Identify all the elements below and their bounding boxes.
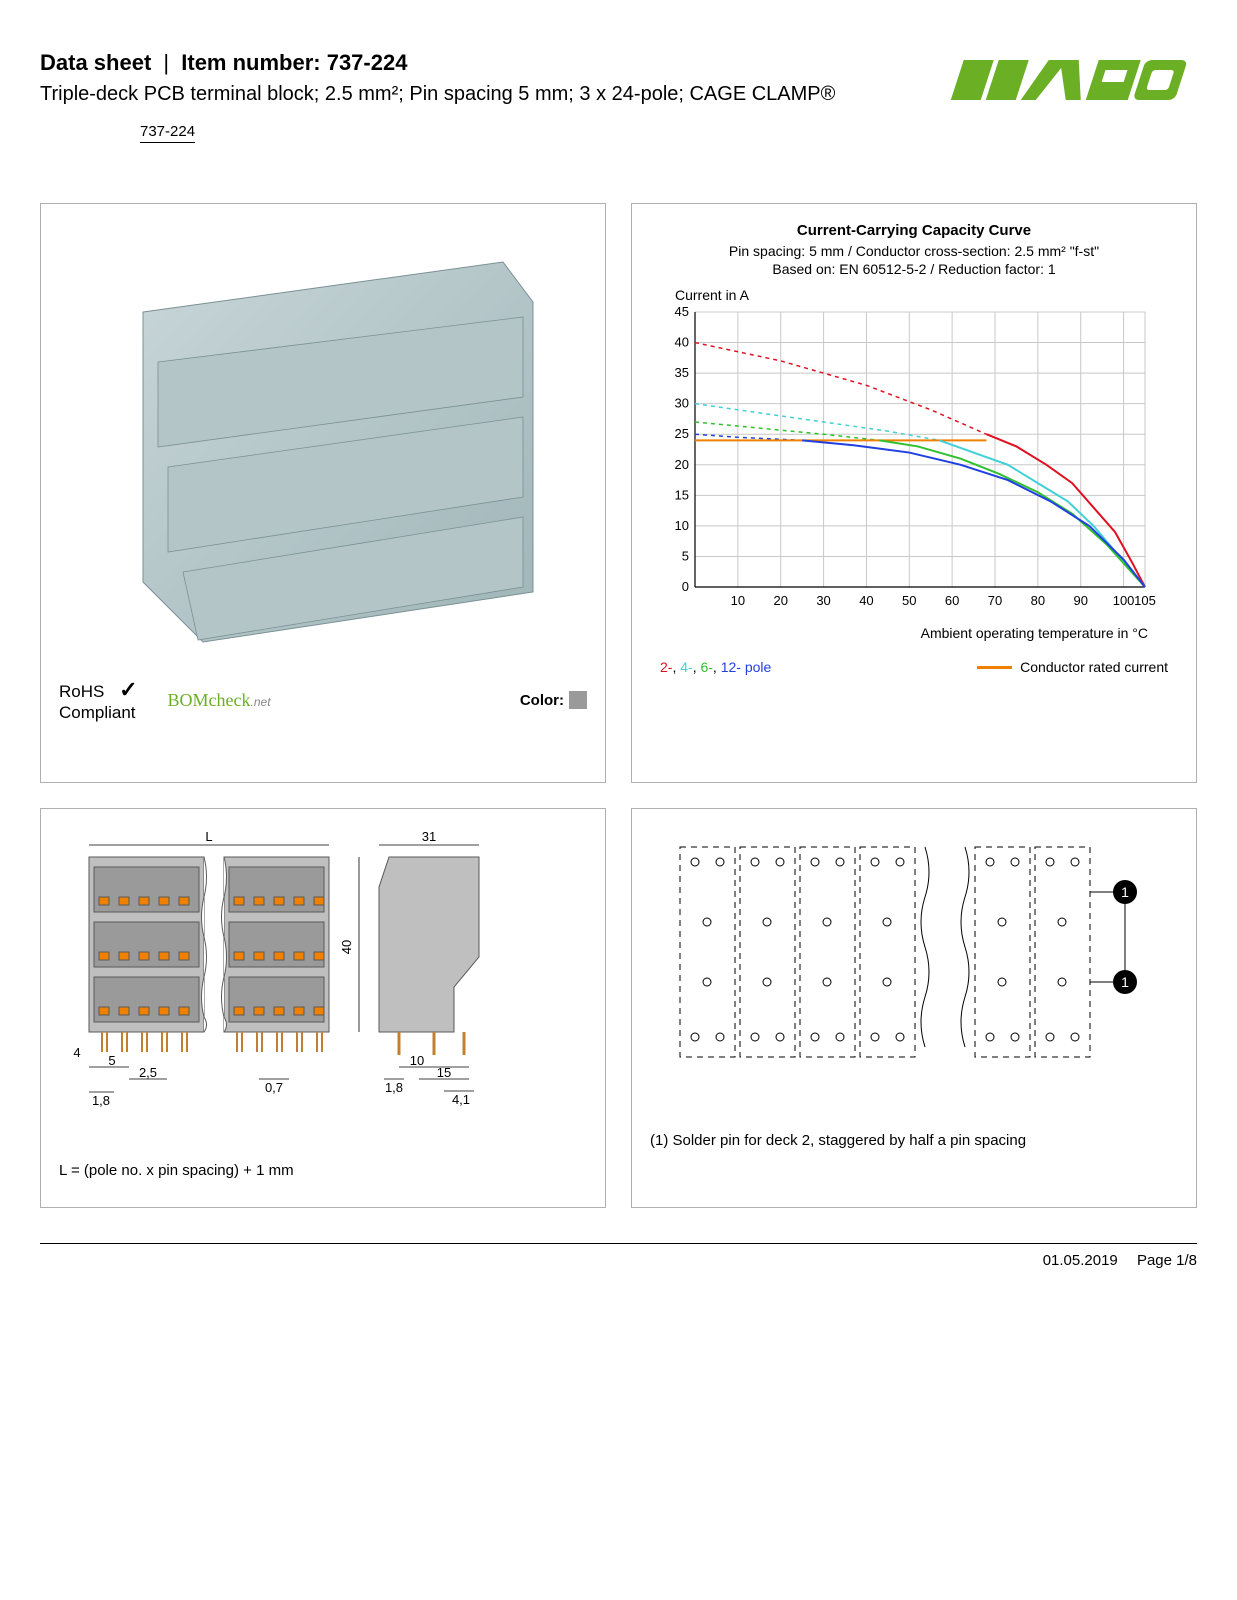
color-swatch xyxy=(569,691,587,709)
svg-text:0: 0 xyxy=(682,579,689,594)
check-icon: ✓ xyxy=(119,677,137,702)
chart-sub1: Pin spacing: 5 mm / Conductor cross-sect… xyxy=(650,243,1178,259)
page-footer: 01.05.2019 Page 1/8 xyxy=(40,1243,1197,1269)
svg-text:25: 25 xyxy=(675,426,689,441)
svg-text:100: 100 xyxy=(1113,593,1135,608)
svg-text:80: 80 xyxy=(1031,593,1045,608)
wago-logo xyxy=(917,50,1197,110)
bomcheck-text: BOMcheck xyxy=(168,690,251,710)
legend-poles: 2-, 4-, 6-, 12- pole xyxy=(660,659,771,675)
bomcheck-label: BOMcheck.net xyxy=(168,690,271,711)
svg-text:5: 5 xyxy=(682,548,689,563)
title-line: Data sheet | Item number: 737-224 xyxy=(40,50,917,76)
chart-legend: 2-, 4-, 6-, 12- pole Conductor rated cur… xyxy=(650,659,1178,675)
marker-1b: 1 xyxy=(1121,974,1129,990)
legend-conductor-rated: Conductor rated current xyxy=(977,659,1168,675)
panels-grid: RoHS ✓ Compliant BOMcheck.net Color: Cur… xyxy=(40,203,1197,1208)
product-image xyxy=(59,222,587,662)
svg-text:105: 105 xyxy=(1134,593,1156,608)
chart-sub2: Based on: EN 60512-5-2 / Reduction facto… xyxy=(650,261,1178,277)
dim-W: 31 xyxy=(422,829,436,844)
dim-H: 40 xyxy=(339,940,354,954)
dimensions-panel: L 31 40 4 5 2,5 1,8 0,7 1,8 10 15 4,1 L … xyxy=(40,808,606,1208)
chart-panel: Current-Carrying Capacity Curve Pin spac… xyxy=(631,203,1197,783)
crc-label: Conductor rated current xyxy=(1020,659,1168,675)
svg-text:20: 20 xyxy=(675,457,689,472)
color-text: Color: xyxy=(520,692,564,709)
footer-date: 01.05.2019 xyxy=(1043,1252,1118,1269)
dim-b: 5 xyxy=(108,1053,115,1068)
color-label: Color: xyxy=(520,691,587,709)
dim-a: 4 xyxy=(73,1045,80,1060)
compliance-row: RoHS ✓ Compliant BOMcheck.net Color: xyxy=(59,677,587,724)
svg-text:30: 30 xyxy=(816,593,830,608)
chart-title: Current-Carrying Capacity Curve xyxy=(650,222,1178,239)
rohs-line1: RoHS xyxy=(59,682,104,701)
solder-note: (1) Solder pin for deck 2, staggered by … xyxy=(650,1132,1178,1149)
item-link[interactable]: 737-224 xyxy=(140,123,195,143)
svg-text:40: 40 xyxy=(859,593,873,608)
crc-line-icon xyxy=(977,666,1012,669)
pin-layout-panel: 1 1 (1) Solder pin for deck 2, staggered… xyxy=(631,808,1197,1208)
dim-h: 15 xyxy=(437,1065,451,1080)
product-panel: RoHS ✓ Compliant BOMcheck.net Color: xyxy=(40,203,606,783)
svg-text:40: 40 xyxy=(675,335,689,350)
header-left: Data sheet | Item number: 737-224 Triple… xyxy=(40,50,917,143)
dim-d: 1,8 xyxy=(92,1093,110,1108)
svg-text:60: 60 xyxy=(945,593,959,608)
dim-f: 1,8 xyxy=(385,1080,403,1095)
svg-text:30: 30 xyxy=(675,396,689,411)
pin-layout-drawing: 1 1 xyxy=(650,827,1150,1107)
svg-text:35: 35 xyxy=(675,365,689,380)
bomcheck-suffix: .net xyxy=(251,695,271,709)
dim-c: 2,5 xyxy=(139,1065,157,1080)
svg-text:45: 45 xyxy=(675,307,689,319)
dim-formula: L = (pole no. x pin spacing) + 1 mm xyxy=(59,1162,587,1179)
title-separator: | xyxy=(163,50,169,75)
page-header: Data sheet | Item number: 737-224 Triple… xyxy=(40,50,1197,143)
dimension-drawing: L 31 40 4 5 2,5 1,8 0,7 1,8 10 15 4,1 xyxy=(59,827,559,1127)
doc-type: Data sheet xyxy=(40,50,151,75)
capacity-chart: 0 5 10 15 20 25 30 35 40 45 10 20 30 40 50 60 70 80 90 1001… xyxy=(650,307,1160,617)
svg-text:90: 90 xyxy=(1073,593,1087,608)
chart-ylabel: Current in A xyxy=(675,287,1178,303)
svg-text:15: 15 xyxy=(675,487,689,502)
dim-e: 0,7 xyxy=(265,1080,283,1095)
svg-text:10: 10 xyxy=(675,518,689,533)
item-number: Item number: 737-224 xyxy=(181,50,407,75)
rohs-line2: Compliant xyxy=(59,703,136,722)
dim-L: L xyxy=(205,829,212,844)
footer-page: Page 1/8 xyxy=(1137,1252,1197,1269)
svg-text:20: 20 xyxy=(773,593,787,608)
svg-text:10: 10 xyxy=(731,593,745,608)
marker-1a: 1 xyxy=(1121,884,1129,900)
subtitle: Triple-deck PCB terminal block; 2.5 mm²;… xyxy=(40,80,917,108)
chart-xlabel: Ambient operating temperature in °C xyxy=(650,625,1148,641)
rohs-label: RoHS ✓ Compliant xyxy=(59,677,138,724)
dim-i: 4,1 xyxy=(452,1092,470,1107)
svg-text:50: 50 xyxy=(902,593,916,608)
dim-g: 10 xyxy=(410,1053,424,1068)
svg-text:70: 70 xyxy=(988,593,1002,608)
